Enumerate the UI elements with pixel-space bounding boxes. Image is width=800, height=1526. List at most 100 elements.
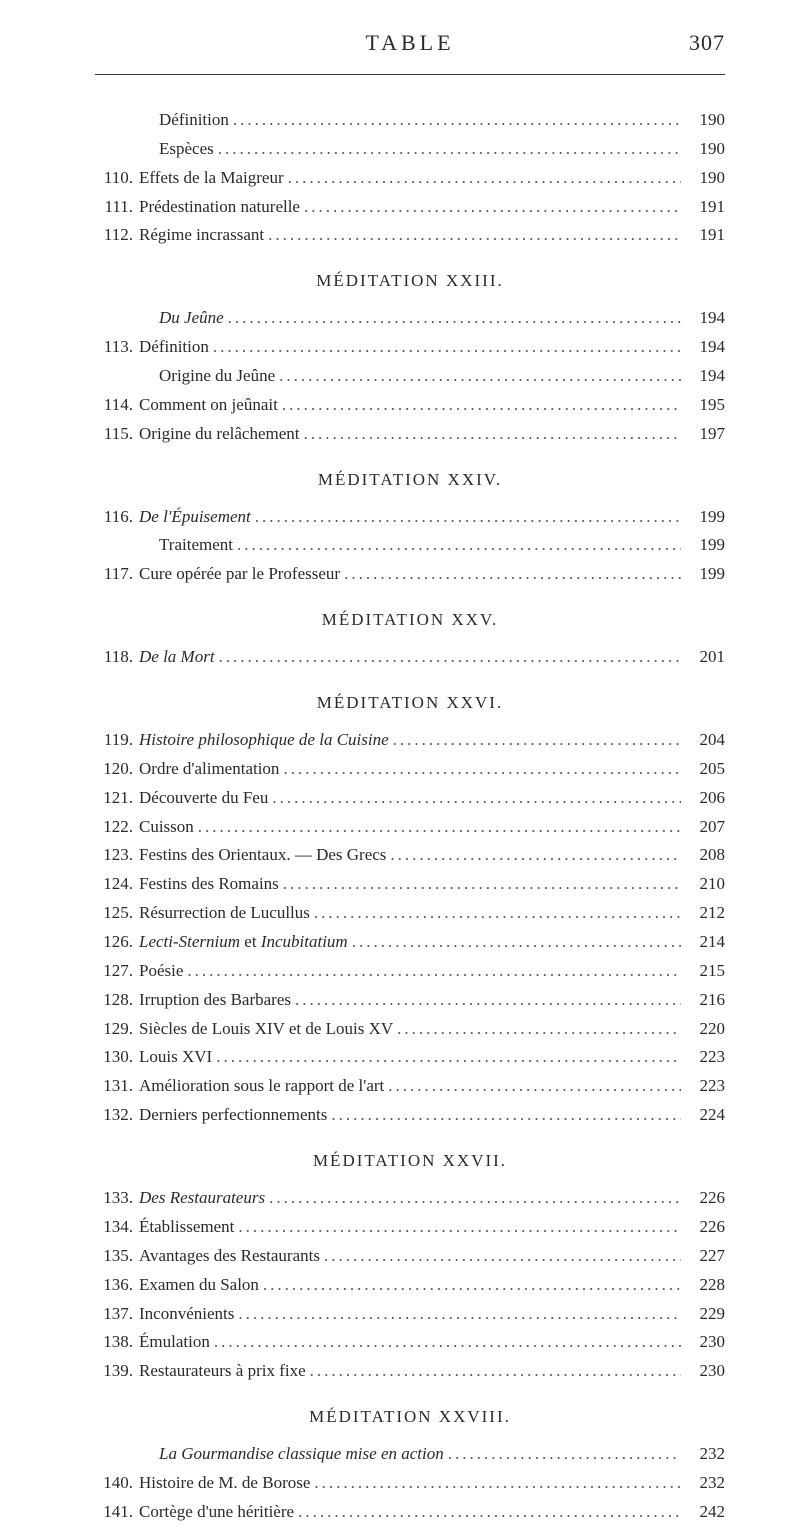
entry-label: Du Jeûne (139, 305, 224, 332)
entry-label: Découverte du Feu (139, 785, 268, 812)
entry-page: 197 (685, 421, 725, 448)
entry-leader: ........................................… (272, 785, 681, 812)
entry-number: 120. (95, 756, 133, 783)
entry-page: 226 (685, 1185, 725, 1212)
entry-leader: ........................................… (238, 1214, 681, 1241)
entry-leader: ........................................… (255, 504, 681, 531)
entry-label: Avantages des Restaurants (139, 1243, 320, 1270)
entry-number: 138. (95, 1329, 133, 1356)
entry-label: Cure opérée par le Professeur (139, 561, 340, 588)
toc-entry: 000.Origine du Jeûne....................… (95, 363, 725, 390)
entry-number: 128. (95, 987, 133, 1014)
entry-number: 123. (95, 842, 133, 869)
entry-number: 114. (95, 392, 133, 419)
toc-entry: 115.Origine du relâchement..............… (95, 421, 725, 448)
toc-entry: 112.Régime incrassant...................… (95, 222, 725, 249)
entry-number: 134. (95, 1214, 133, 1241)
entry-number: 129. (95, 1016, 133, 1043)
entry-number: 131. (95, 1073, 133, 1100)
section-heading: MÉDITATION XXV. (95, 610, 725, 630)
entry-page: 223 (685, 1044, 725, 1071)
header-title: TABLE (365, 30, 454, 56)
entry-page: 227 (685, 1243, 725, 1270)
entry-number: 127. (95, 958, 133, 985)
toc-entry: 110.Effets de la Maigreur...............… (95, 165, 725, 192)
entry-leader: ........................................… (228, 305, 681, 332)
entry-number: 135. (95, 1243, 133, 1270)
section-heading: MÉDITATION XXIV. (95, 470, 725, 490)
page-number: 307 (689, 30, 725, 56)
toc-entry: 000.Du Jeûne............................… (95, 305, 725, 332)
entry-page: 194 (685, 363, 725, 390)
entry-label: La Gourmandise classique mise en action (139, 1441, 444, 1468)
entry-page: 199 (685, 532, 725, 559)
entry-label: Des Restaurateurs (139, 1185, 265, 1212)
toc-entry: 126.Lecti-Sternium et Incubitatium......… (95, 929, 725, 956)
entry-number: 126. (95, 929, 133, 956)
entry-label: Prédestination naturelle (139, 194, 300, 221)
toc-entry: 000.Traitement..........................… (95, 532, 725, 559)
entry-leader: ........................................… (219, 644, 681, 671)
entry-label: Émulation (139, 1329, 210, 1356)
entry-leader: ........................................… (187, 958, 681, 985)
entry-leader: ........................................… (198, 814, 681, 841)
entry-page: 204 (685, 727, 725, 754)
toc-entry: 113.Définition..........................… (95, 334, 725, 361)
entry-leader: ........................................… (213, 334, 681, 361)
entry-page: 230 (685, 1329, 725, 1356)
entry-label: Effets de la Maigreur (139, 165, 284, 192)
entry-number: 121. (95, 785, 133, 812)
entry-leader: ........................................… (237, 532, 681, 559)
entry-leader: ........................................… (304, 421, 682, 448)
entry-label: Inconvénients (139, 1301, 234, 1328)
entry-number: 130. (95, 1044, 133, 1071)
entry-page: 232 (685, 1470, 725, 1497)
toc-entry: 114.Comment on jeûnait..................… (95, 392, 725, 419)
entry-leader: ........................................… (344, 561, 681, 588)
entry-number: 118. (95, 644, 133, 671)
entry-leader: ........................................… (298, 1499, 681, 1526)
toc-entry: 122.Cuisson.............................… (95, 814, 725, 841)
entry-leader: ........................................… (388, 1073, 681, 1100)
entry-leader: ........................................… (218, 136, 681, 163)
entry-page: 206 (685, 785, 725, 812)
entry-page: 232 (685, 1441, 725, 1468)
entry-leader: ........................................… (279, 363, 681, 390)
entry-leader: ........................................… (282, 392, 681, 419)
entry-leader: ........................................… (397, 1016, 681, 1043)
entry-leader: ........................................… (214, 1329, 681, 1356)
entry-page: 220 (685, 1016, 725, 1043)
entry-number: 116. (95, 504, 133, 531)
entry-leader: ........................................… (233, 107, 681, 134)
entry-number: 110. (95, 165, 133, 192)
entry-label: Siècles de Louis XIV et de Louis XV (139, 1016, 393, 1043)
entry-leader: ........................................… (295, 987, 681, 1014)
entry-number: 111. (95, 194, 133, 221)
entry-page: 191 (685, 222, 725, 249)
entry-page: 210 (685, 871, 725, 898)
entry-page: 194 (685, 334, 725, 361)
entry-page: 228 (685, 1272, 725, 1299)
entry-label: Restaurateurs à prix fixe (139, 1358, 306, 1385)
entry-page: 199 (685, 504, 725, 531)
entry-number: 125. (95, 900, 133, 927)
entry-label: Irruption des Barbares (139, 987, 291, 1014)
toc-entry: 137.Inconvénients.......................… (95, 1301, 725, 1328)
entry-label: Résurrection de Lucullus (139, 900, 310, 927)
entry-label: Définition (139, 107, 229, 134)
entry-page: 216 (685, 987, 725, 1014)
entry-label: Louis XVI (139, 1044, 212, 1071)
entry-number: 112. (95, 222, 133, 249)
table-of-contents: 000.Définition..........................… (95, 107, 725, 1526)
entry-number: 141. (95, 1499, 133, 1526)
entry-leader: ........................................… (216, 1044, 681, 1071)
entry-label: Amélioration sous le rapport de l'art (139, 1073, 384, 1100)
entry-page: 214 (685, 929, 725, 956)
toc-entry: 123.Festins des Orientaux. — Des Grecs..… (95, 842, 725, 869)
entry-page: 194 (685, 305, 725, 332)
entry-page: 207 (685, 814, 725, 841)
entry-page: 215 (685, 958, 725, 985)
entry-page: 212 (685, 900, 725, 927)
toc-entry: 116.De l'Épuisement.....................… (95, 504, 725, 531)
entry-label: Espèces (139, 136, 214, 163)
